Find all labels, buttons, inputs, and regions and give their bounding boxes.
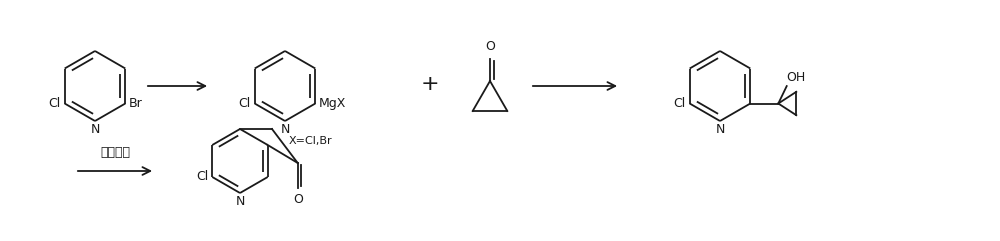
Text: N: N <box>715 123 725 136</box>
Text: X=Cl,Br: X=Cl,Br <box>288 136 332 146</box>
Text: 硝酸铈铵: 硝酸铈铵 <box>100 146 130 159</box>
Text: N: N <box>235 195 245 208</box>
Text: N: N <box>280 123 290 136</box>
Text: Cl: Cl <box>48 97 61 110</box>
Text: Cl: Cl <box>196 170 208 183</box>
Text: Cl: Cl <box>238 97 251 110</box>
Text: MgX: MgX <box>318 97 346 110</box>
Text: +: + <box>421 74 439 94</box>
Text: Cl: Cl <box>673 97 686 110</box>
Text: OH: OH <box>787 71 806 84</box>
Text: N: N <box>90 123 100 136</box>
Text: O: O <box>485 40 495 53</box>
Text: Br: Br <box>128 97 142 110</box>
Text: O: O <box>293 193 303 206</box>
